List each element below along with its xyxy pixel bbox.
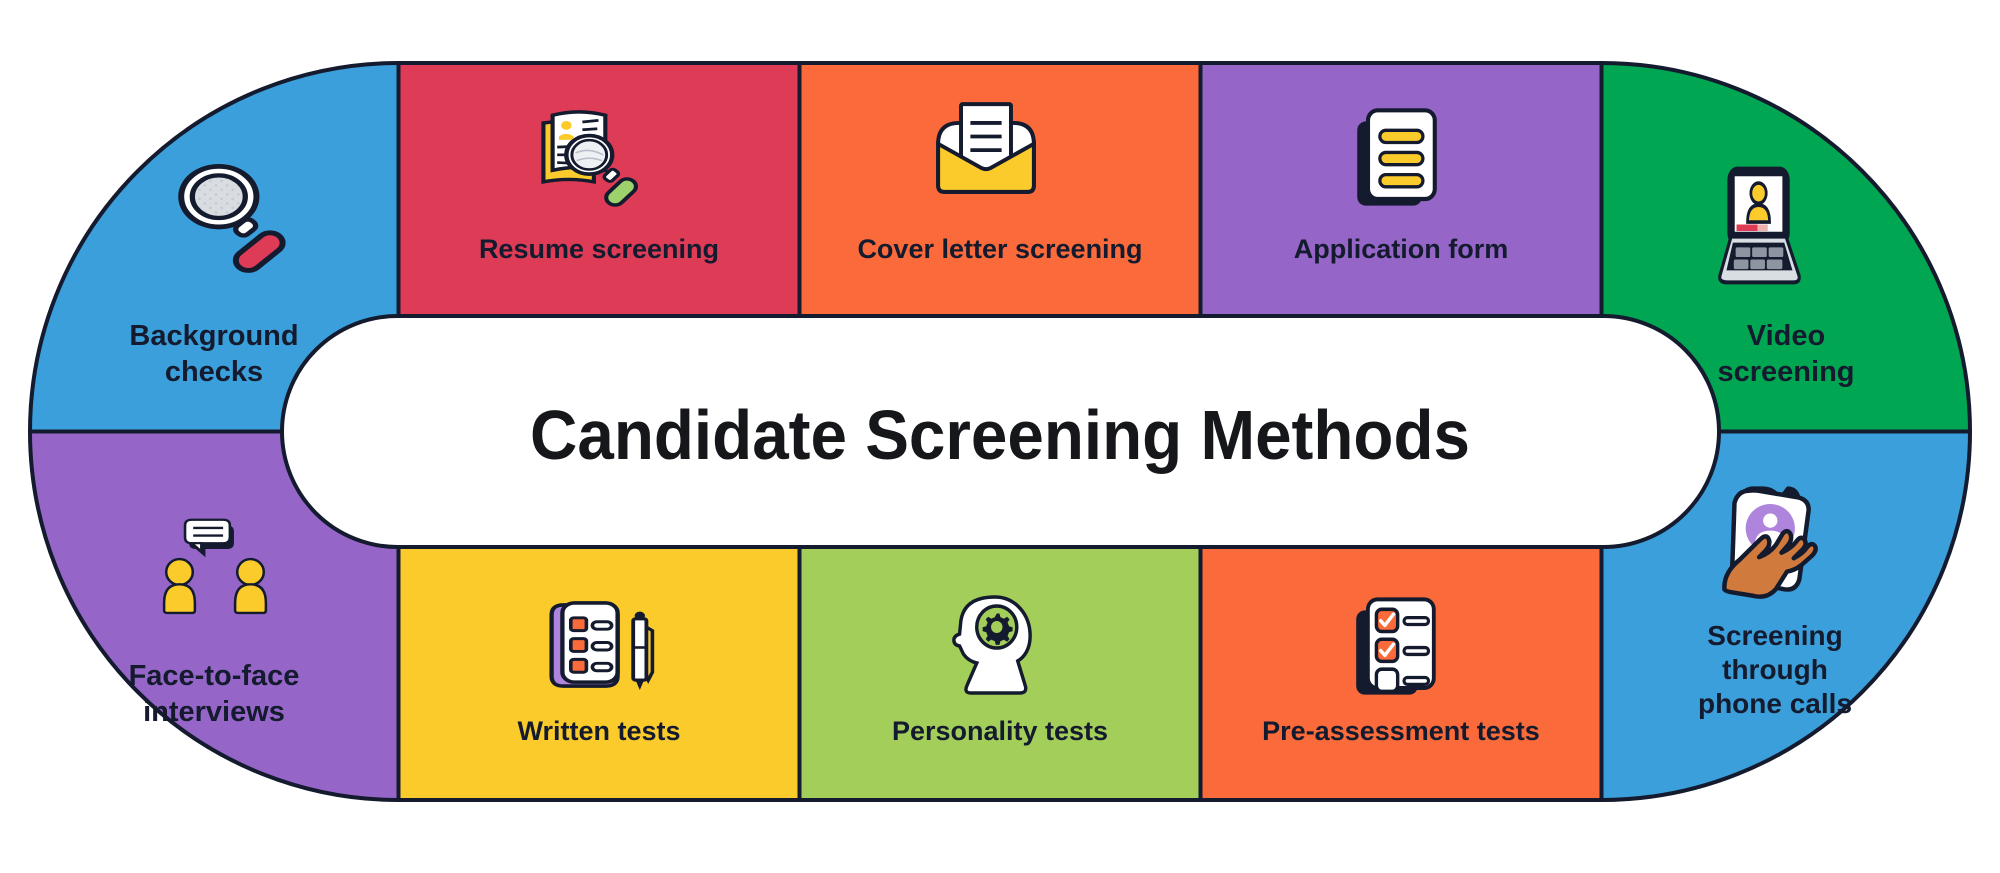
svg-text:Cover letter screening: Cover letter screening: [857, 234, 1142, 264]
svg-text:Pre-assessment tests: Pre-assessment tests: [1262, 716, 1540, 746]
svg-text:Face-to-face: Face-to-face: [129, 660, 300, 692]
svg-text:checks: checks: [165, 356, 263, 388]
svg-text:Resume screening: Resume screening: [479, 234, 719, 264]
svg-text:through: through: [1722, 654, 1828, 685]
svg-text:screening: screening: [1718, 356, 1855, 388]
svg-text:Candidate Screening Methods: Candidate Screening Methods: [530, 396, 1470, 474]
svg-text:Personality tests: Personality tests: [892, 716, 1108, 746]
svg-text:Application form: Application form: [1294, 234, 1509, 264]
svg-text:phone calls: phone calls: [1698, 688, 1852, 719]
svg-text:Written tests: Written tests: [517, 716, 680, 746]
svg-text:Screening: Screening: [1707, 620, 1842, 651]
svg-text:interviews: interviews: [143, 696, 285, 728]
svg-text:Video: Video: [1747, 320, 1825, 352]
svg-text:Background: Background: [129, 320, 298, 352]
